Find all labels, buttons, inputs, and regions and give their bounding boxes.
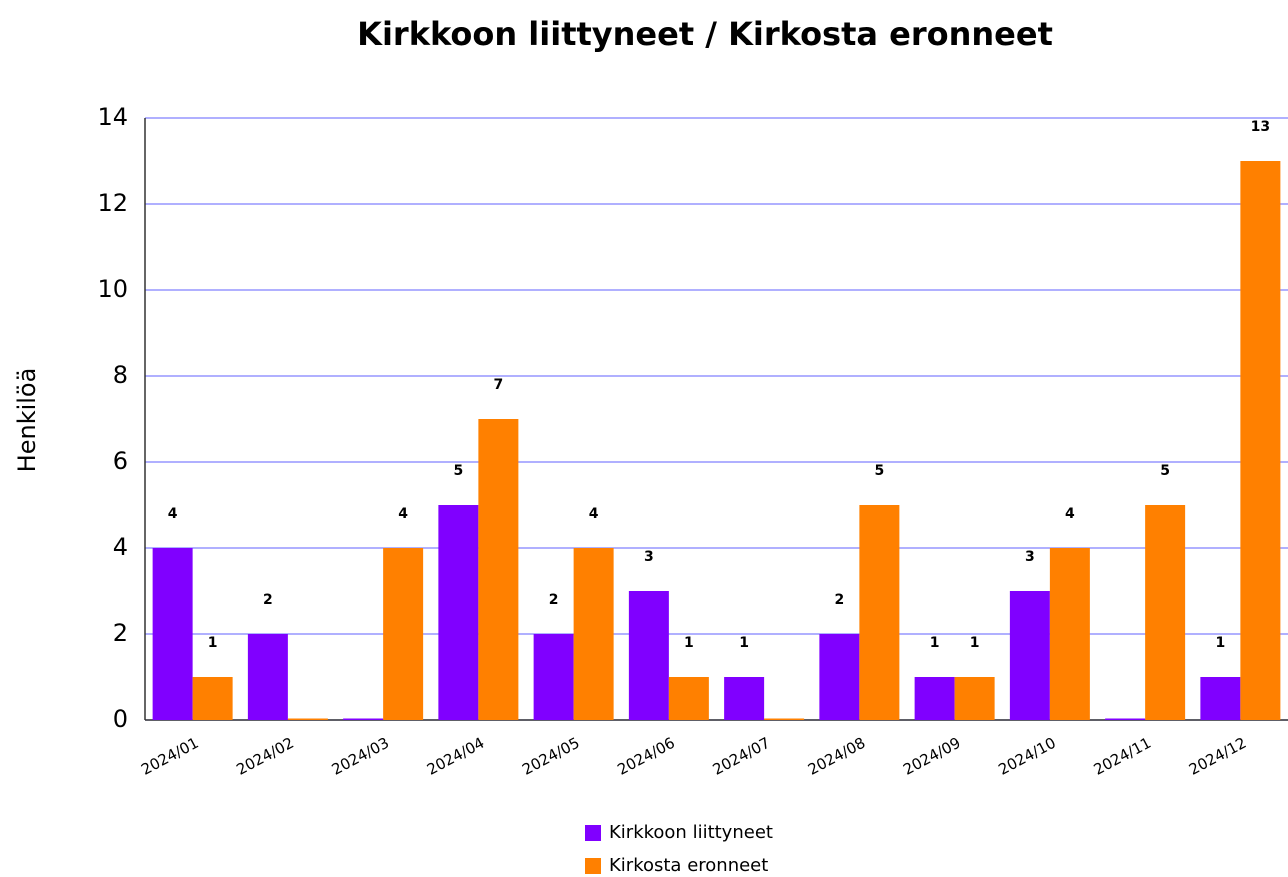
y-tick-label: 4 [113, 533, 128, 561]
bar [438, 505, 479, 720]
x-tick-label: 2024/11 [1091, 734, 1154, 779]
bar [1145, 505, 1186, 720]
bar [859, 505, 900, 720]
bar [343, 718, 384, 720]
data-label: 3 [644, 549, 654, 565]
x-tick-label: 2024/05 [519, 734, 582, 779]
data-label: 13 [1251, 119, 1270, 135]
bar [764, 718, 805, 720]
data-label: 1 [970, 635, 980, 651]
bar [668, 677, 709, 720]
bar [914, 677, 955, 720]
data-label: 4 [589, 506, 599, 522]
x-tick-label: 2024/08 [805, 734, 868, 779]
y-tick-label: 6 [113, 447, 128, 475]
legend-swatch [585, 825, 601, 841]
bar [287, 718, 328, 720]
data-label: 1 [208, 635, 218, 651]
bar [478, 419, 519, 720]
y-tick-label: 0 [113, 705, 128, 733]
data-label: 5 [1160, 463, 1170, 479]
y-tick-label: 14 [97, 103, 128, 131]
bar [724, 677, 765, 720]
chart-title: Kirkkoon liittyneet / Kirkosta eronneet [357, 15, 1053, 53]
y-axis-label: Henkilöä [13, 368, 41, 473]
x-tick-label: 2024/09 [900, 734, 963, 779]
bar [152, 548, 193, 720]
y-tick-label: 2 [113, 619, 128, 647]
data-label: 5 [454, 463, 464, 479]
bar [383, 548, 424, 720]
data-label: 4 [398, 506, 408, 522]
bar [819, 634, 860, 720]
legend-swatch [585, 858, 601, 874]
bar [1049, 548, 1090, 720]
bar [573, 548, 614, 720]
x-tick-label: 2024/10 [995, 734, 1058, 779]
bar [1200, 677, 1241, 720]
data-label: 5 [875, 463, 885, 479]
data-label: 1 [739, 635, 749, 651]
data-label: 4 [168, 506, 178, 522]
bar [533, 634, 574, 720]
data-label: 7 [494, 377, 504, 393]
bar [192, 677, 233, 720]
data-label: 1 [1216, 635, 1226, 651]
legend-label: Kirkosta eronneet [609, 855, 768, 876]
data-label: 1 [684, 635, 694, 651]
bar [247, 634, 288, 720]
data-label: 3 [1025, 549, 1035, 565]
data-label: 2 [835, 592, 845, 608]
x-tick-label: 2024/03 [329, 734, 392, 779]
bar [1105, 718, 1146, 720]
data-label: 4 [1065, 506, 1075, 522]
x-tick-label: 2024/06 [614, 734, 677, 779]
x-tick-label: 2024/01 [138, 734, 201, 779]
bar [1009, 591, 1050, 720]
data-label: 1 [930, 635, 940, 651]
data-label: 2 [263, 592, 273, 608]
y-tick-label: 12 [97, 189, 128, 217]
x-tick-label: 2024/12 [1186, 734, 1249, 779]
bar [1240, 161, 1281, 720]
x-tick-label: 2024/02 [233, 734, 296, 779]
y-tick-label: 8 [113, 361, 128, 389]
x-tick-label: 2024/07 [710, 734, 773, 779]
bar [954, 677, 995, 720]
data-label: 2 [549, 592, 559, 608]
x-tick-label: 2024/04 [424, 734, 487, 779]
legend-label: Kirkkoon liittyneet [609, 822, 773, 843]
bar [628, 591, 669, 720]
y-tick-label: 10 [97, 275, 128, 303]
